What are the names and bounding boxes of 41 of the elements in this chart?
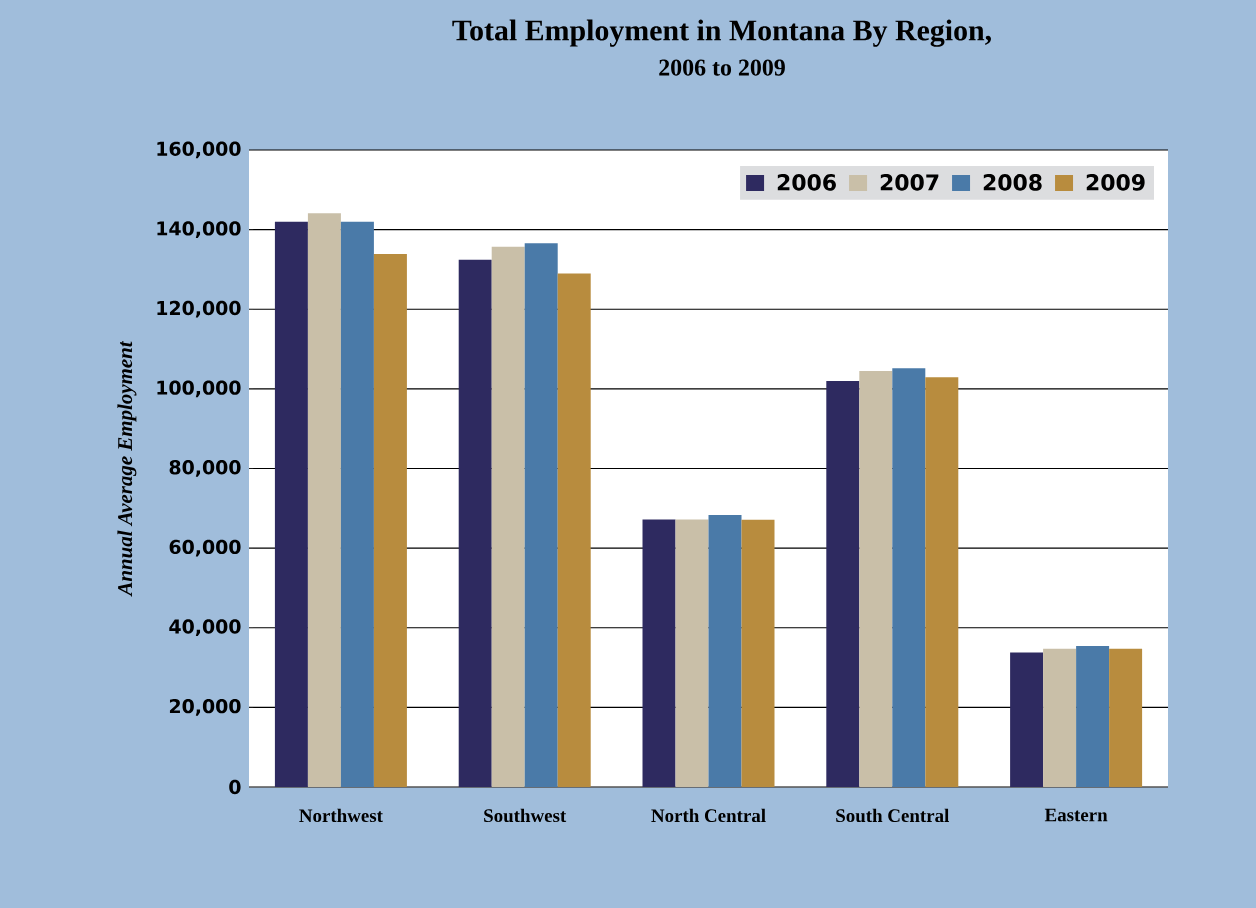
y-tick-label: 20,000 (169, 698, 241, 716)
y-tick-label: 80,000 (169, 460, 241, 477)
bar (1076, 646, 1110, 787)
bar (1043, 648, 1077, 787)
bar (892, 368, 926, 787)
bar (340, 221, 374, 787)
bar (741, 519, 775, 787)
bar (859, 370, 893, 787)
x-tick-label: Northwest (299, 808, 383, 823)
bar (524, 243, 558, 787)
y-axis-title: Annual Average Employment (117, 340, 137, 597)
bar (642, 519, 676, 787)
legend-label: 2008 (983, 174, 1042, 191)
bar (491, 246, 525, 787)
x-tick-label: Southwest (484, 808, 567, 823)
bar (925, 377, 959, 787)
bar (307, 213, 341, 787)
x-tick-label: South Central (836, 808, 950, 823)
chart-title: Total Employment in Montana By Region, (452, 19, 991, 47)
bar (373, 253, 407, 787)
y-tick-label: 60,000 (169, 539, 241, 557)
y-tick-label: 160,000 (157, 141, 241, 159)
bar (557, 273, 591, 787)
y-tick-label: 100,000 (157, 380, 241, 398)
bar (458, 259, 492, 787)
y-tick-label: 120,000 (157, 300, 241, 318)
y-tick-label: 140,000 (157, 221, 241, 238)
legend-label: 2009 (1086, 174, 1145, 191)
bar (708, 515, 742, 787)
x-tick-label: North Central (651, 808, 766, 823)
bar (1109, 648, 1143, 787)
legend-label: 2007 (880, 174, 939, 191)
bar (274, 221, 308, 787)
bar (675, 519, 709, 787)
x-tick-label: Eastern (1044, 808, 1108, 822)
bar (826, 380, 860, 787)
y-tick-label: 40,000 (169, 619, 241, 637)
chart-subtitle: 2006 to 2009 (659, 59, 785, 76)
legend-label: 2006 (777, 174, 836, 191)
y-tick-label: 0 (229, 779, 241, 795)
bar (1010, 652, 1044, 787)
